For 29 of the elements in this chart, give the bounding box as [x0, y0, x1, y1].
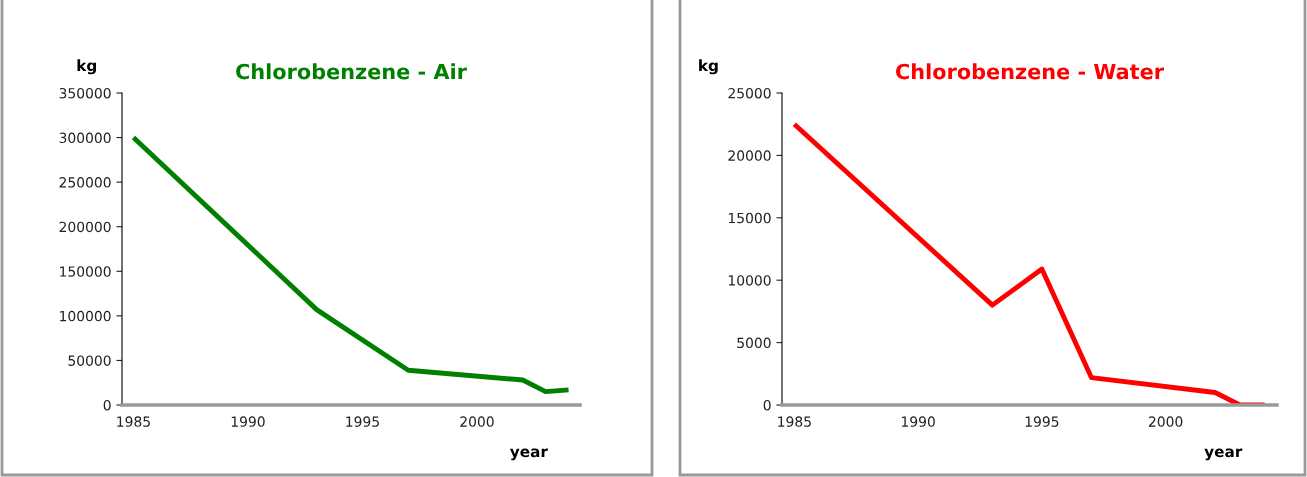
- y-tick-label: 0: [103, 399, 111, 411]
- y-tick-label: 5000: [737, 337, 771, 349]
- y-tick-label: 250000: [59, 177, 111, 188]
- x-axis-title: year: [1204, 448, 1243, 461]
- chart-title: Chlorobenzene - Air: [236, 63, 467, 80]
- y-tick-label: 150000: [60, 266, 111, 277]
- y-tick-label: 50000: [68, 355, 111, 366]
- x-tick-label: 1990: [231, 416, 265, 427]
- y-tick-label: 20000: [728, 150, 771, 161]
- y-axis-title: kg: [77, 59, 97, 75]
- y-tick-label: 100000: [60, 310, 111, 322]
- x-tick-label: 2000: [460, 416, 494, 427]
- line-series: [131, 135, 571, 395]
- x-tick-label: 1985: [117, 416, 150, 427]
- x-tick-label: 1985: [778, 416, 811, 427]
- y-tick-label: 25000: [728, 87, 771, 99]
- y-tick-label: 0: [763, 399, 771, 411]
- y-tick-label: 15000: [728, 212, 771, 224]
- y-axis-title: kg: [699, 59, 718, 75]
- y-tick-label: 10000: [728, 275, 771, 286]
- y-tick-label: 300000: [59, 132, 111, 144]
- x-tick-label: 2000: [1148, 416, 1183, 427]
- chart-title: Chlorobenzene - Water: [896, 63, 1164, 80]
- x-tick-label: 1995: [1025, 416, 1059, 427]
- x-tick-label: 1990: [901, 416, 935, 427]
- x-tick-label: 1995: [346, 416, 379, 427]
- y-tick-label: 350000: [59, 87, 111, 99]
- x-axis-title: year: [509, 448, 548, 461]
- y-tick-label: 200000: [59, 221, 111, 233]
